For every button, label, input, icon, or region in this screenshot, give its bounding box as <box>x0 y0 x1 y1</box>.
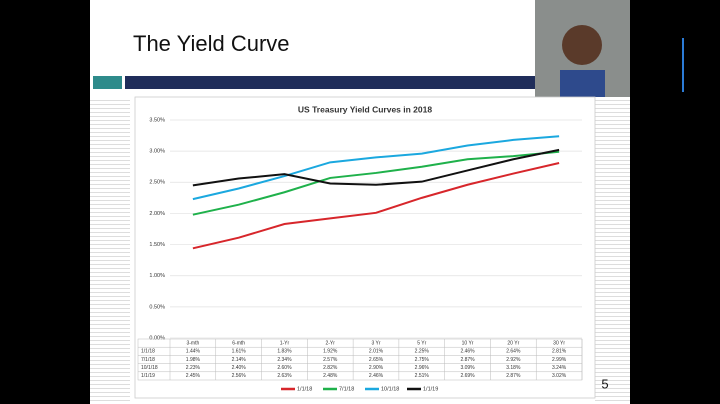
table-value: 1.44% <box>186 349 201 355</box>
table-value: 1.83% <box>277 349 292 355</box>
table-value: 2.51% <box>415 373 430 379</box>
y-tick-label: 0.50% <box>149 304 165 310</box>
table-value: 2.60% <box>277 365 292 371</box>
table-series-name: 10/1/18 <box>141 365 158 371</box>
x-tick-label: 10 Yr <box>462 340 474 346</box>
title-bar <box>125 76 535 89</box>
table-value: 2.23% <box>186 365 201 371</box>
webcam-shirt <box>560 70 605 97</box>
series-line <box>192 162 560 250</box>
chart-frame <box>134 96 596 399</box>
chart: 0.00% 0.50% 1.00% 1.50% 2.00% 2.50% 3.00% 3.50%… <box>137 117 583 392</box>
table-value: 2.46% <box>460 349 475 355</box>
table-value: 2.45% <box>186 373 201 379</box>
table-value: 2.90% <box>369 365 384 371</box>
y-tick-label: 0.00% <box>149 335 165 341</box>
table-value: 1.98% <box>186 357 201 363</box>
chart-title: US Treasury Yield Curves in 2018 <box>298 104 432 114</box>
table-value: 3.09% <box>460 365 475 371</box>
series-line <box>192 150 560 216</box>
table-value: 2.96% <box>415 365 430 371</box>
legend-label: 1/1/19 <box>423 386 438 392</box>
x-tick-label: 20 Yr <box>507 340 519 346</box>
y-tick-label: 2.50% <box>149 180 165 186</box>
table-value: 2.34% <box>277 357 292 363</box>
table-value: 2.75% <box>415 357 430 363</box>
series-line <box>192 135 560 201</box>
series-line <box>192 148 560 187</box>
table-value: 3.02% <box>552 373 567 379</box>
y-tick-label: 1.00% <box>149 273 165 279</box>
table-value: 2.40% <box>232 365 247 371</box>
table-series-name: 7/1/18 <box>141 357 155 363</box>
x-tick-label: 2-Yr <box>325 340 335 346</box>
slide-stripes-right <box>595 97 630 404</box>
table-value: 1.61% <box>232 349 247 355</box>
x-tick-label: 6-mth <box>232 340 245 346</box>
table-value: 3.18% <box>506 365 521 371</box>
slide-stripes-left <box>90 97 130 404</box>
table-value: 2.87% <box>506 373 521 379</box>
table-value: 2.65% <box>369 357 384 363</box>
legend-label: 1/1/18 <box>297 386 312 392</box>
table-value: 2.87% <box>460 357 475 363</box>
y-tick-label: 2.00% <box>149 211 165 217</box>
x-tick-label: 1-Yr <box>280 340 290 346</box>
table-value: 2.48% <box>323 373 338 379</box>
table-value: 2.57% <box>323 357 338 363</box>
table-value: 2.46% <box>369 373 384 379</box>
legend-label: 10/1/18 <box>381 386 399 392</box>
table-value: 2.99% <box>552 357 567 363</box>
table-value: 2.82% <box>323 365 338 371</box>
x-tick-label: 30 Yr <box>553 340 565 346</box>
webcam-person <box>562 25 602 65</box>
table-value: 2.14% <box>232 357 247 363</box>
table-value: 2.25% <box>415 349 430 355</box>
accent-square <box>93 76 122 89</box>
table-series-name: 1/1/19 <box>141 373 155 379</box>
table-value: 3.24% <box>552 365 567 371</box>
y-tick-label: 3.50% <box>149 117 165 123</box>
table-value: 2.69% <box>460 373 475 379</box>
table-value: 2.64% <box>506 349 521 355</box>
page-number: 5 <box>601 376 608 391</box>
table-value: 2.63% <box>277 373 292 379</box>
table-value: 1.92% <box>323 349 338 355</box>
x-tick-label: 5 Yr <box>417 340 426 346</box>
x-tick-label: 3 Yr <box>371 340 380 346</box>
table-value: 2.56% <box>232 373 247 379</box>
table-value: 2.81% <box>552 349 567 355</box>
slide-title: The Yield Curve <box>133 31 290 56</box>
legend-label: 7/1/18 <box>339 386 354 392</box>
y-tick-label: 1.50% <box>149 242 165 248</box>
y-tick-label: 3.00% <box>149 149 165 155</box>
x-tick-label: 3-mth <box>186 340 199 346</box>
table-value: 2.01% <box>369 349 384 355</box>
table-value: 2.92% <box>506 357 521 363</box>
table-series-name: 1/1/18 <box>141 349 155 355</box>
